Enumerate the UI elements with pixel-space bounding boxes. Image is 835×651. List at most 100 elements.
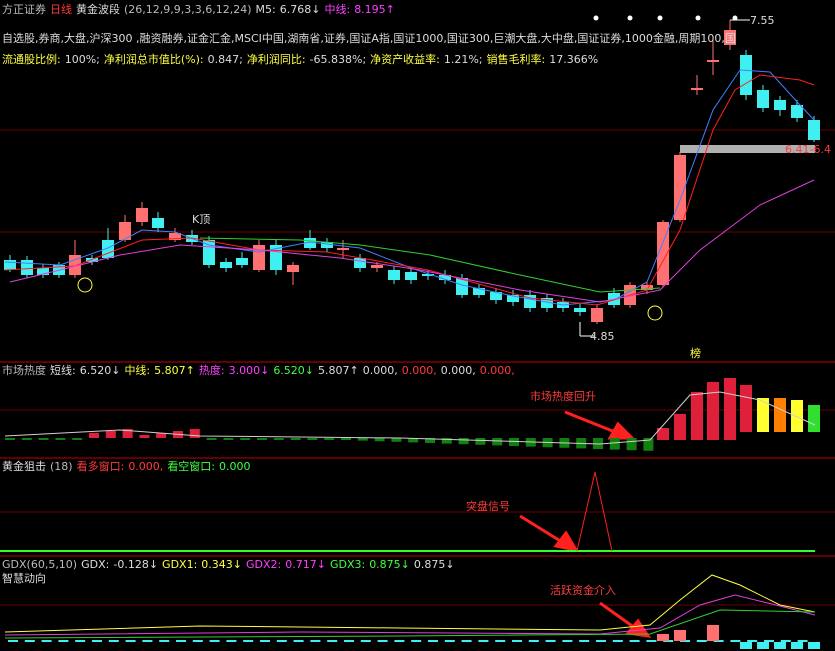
heat-bar	[273, 438, 284, 440]
gdx-bar	[276, 640, 287, 642]
gdx-bar	[512, 640, 522, 642]
value: 0.000	[219, 460, 251, 473]
candle-body	[304, 238, 316, 248]
signal-dot	[657, 15, 663, 21]
value: 0.875↓	[413, 558, 455, 571]
heat-bar	[5, 438, 15, 440]
gdx-bar	[461, 640, 472, 642]
gdx-bar	[344, 640, 354, 642]
heat-bar	[774, 398, 786, 432]
gdx-bar	[41, 640, 52, 642]
gdx-bar	[293, 640, 304, 642]
heat-bar	[374, 438, 385, 442]
fundamental-value: 17.366%	[549, 53, 599, 66]
smiley	[77, 277, 93, 293]
gdx-bar	[24, 640, 35, 642]
arrow-head	[553, 530, 579, 553]
heat-bar	[441, 438, 452, 444]
params: (18)	[50, 460, 73, 473]
gdx-bar	[327, 640, 338, 642]
gdx-bar	[808, 642, 820, 649]
gdx-bar	[209, 640, 220, 642]
heat-bar	[757, 398, 769, 432]
heat-bar	[791, 400, 803, 432]
gdx-bar	[377, 640, 388, 642]
candle-body	[757, 90, 769, 108]
extreme-markers	[579, 19, 750, 337]
value: -0.128↓	[113, 558, 159, 571]
gdx-bar	[310, 640, 321, 642]
value: 0.000,	[479, 364, 515, 377]
gdx-bar	[740, 642, 752, 649]
heat-header: 市场热度 短线: 6.520↓ 中线: 5.807↑ 热度: 3.000↓ 6.520↓ 5.8…	[2, 364, 519, 378]
heat-bar	[691, 392, 703, 440]
heat-bar	[72, 438, 83, 440]
smiley	[647, 305, 663, 321]
heat-bar	[674, 414, 686, 440]
label: 热度:	[198, 364, 225, 377]
gdx-bar	[730, 640, 741, 642]
annotation: 活跃资金介入	[550, 584, 616, 597]
candle-body	[354, 258, 366, 268]
gdx-bar	[108, 640, 119, 642]
gdx-bar	[478, 640, 489, 642]
heat-bar	[425, 438, 435, 443]
annotation: 市场热度回升	[530, 390, 596, 403]
gdx-bar	[360, 640, 371, 642]
candle-body	[337, 248, 349, 250]
panel-borders	[0, 361, 835, 557]
moving-average	[199, 237, 661, 293]
gdx-bar	[791, 642, 803, 649]
value: 5.807↑	[318, 364, 359, 377]
value: 0.343↓	[201, 558, 242, 571]
candle-body	[169, 233, 181, 240]
candle-body	[236, 258, 248, 265]
candle-body	[808, 120, 820, 140]
heat-bar	[324, 438, 335, 440]
indicator: 黄金波段	[76, 3, 120, 16]
gdx-bar	[774, 642, 786, 649]
arrow	[599, 601, 636, 630]
fundamental-value: 100%;	[64, 53, 100, 66]
heat-bar	[808, 405, 820, 432]
params: (26,12,9,9,3,3,6,12,24)	[124, 3, 252, 16]
value: 6.520↓	[79, 364, 121, 377]
gdx-bar	[159, 640, 170, 642]
snipe-header: 黄金狙击 (18) 看多窗口: 0.000, 看空窗口: 0.000	[2, 460, 255, 474]
gdx-line	[4, 594, 816, 636]
gdx-bar	[707, 625, 719, 641]
heat-bar	[55, 438, 66, 440]
value: 0.875↓	[369, 558, 410, 571]
gdx-line	[4, 574, 816, 633]
candle-body	[422, 274, 434, 276]
mid-label: 中线:	[324, 3, 351, 16]
label: GDX2:	[246, 558, 282, 571]
candle-body	[791, 105, 803, 118]
candle-body	[102, 240, 114, 258]
candle-body	[724, 30, 736, 45]
moving-average	[4, 74, 815, 306]
label: GDX3:	[329, 558, 366, 571]
gdx-bar	[8, 640, 18, 642]
heat-bar	[21, 438, 32, 440]
candle-body	[136, 208, 148, 222]
mid-value: 8.195↑	[354, 3, 395, 16]
signal-dot	[732, 15, 738, 21]
gdx-bar	[545, 640, 556, 642]
heat-bar	[408, 438, 419, 443]
heat-bar	[492, 438, 503, 446]
candle-body	[691, 88, 703, 90]
low-label: 4.85	[590, 330, 615, 343]
m5-value: 6.768↓	[279, 3, 321, 16]
m5-label: M5:	[255, 3, 276, 16]
label: 中线:	[124, 364, 151, 377]
gdx-bar	[495, 640, 506, 642]
smileys	[77, 277, 663, 321]
gdx-bar	[260, 640, 270, 642]
heat-bar	[707, 382, 719, 440]
gdx-bar	[747, 640, 758, 642]
sector-list: 自选股,券商,大盘,沪深300 ,融资融券,证金汇金,MSCI中国,湖南省,证券…	[2, 32, 736, 45]
gdx-bar	[780, 640, 791, 642]
heat-bar	[657, 428, 669, 440]
